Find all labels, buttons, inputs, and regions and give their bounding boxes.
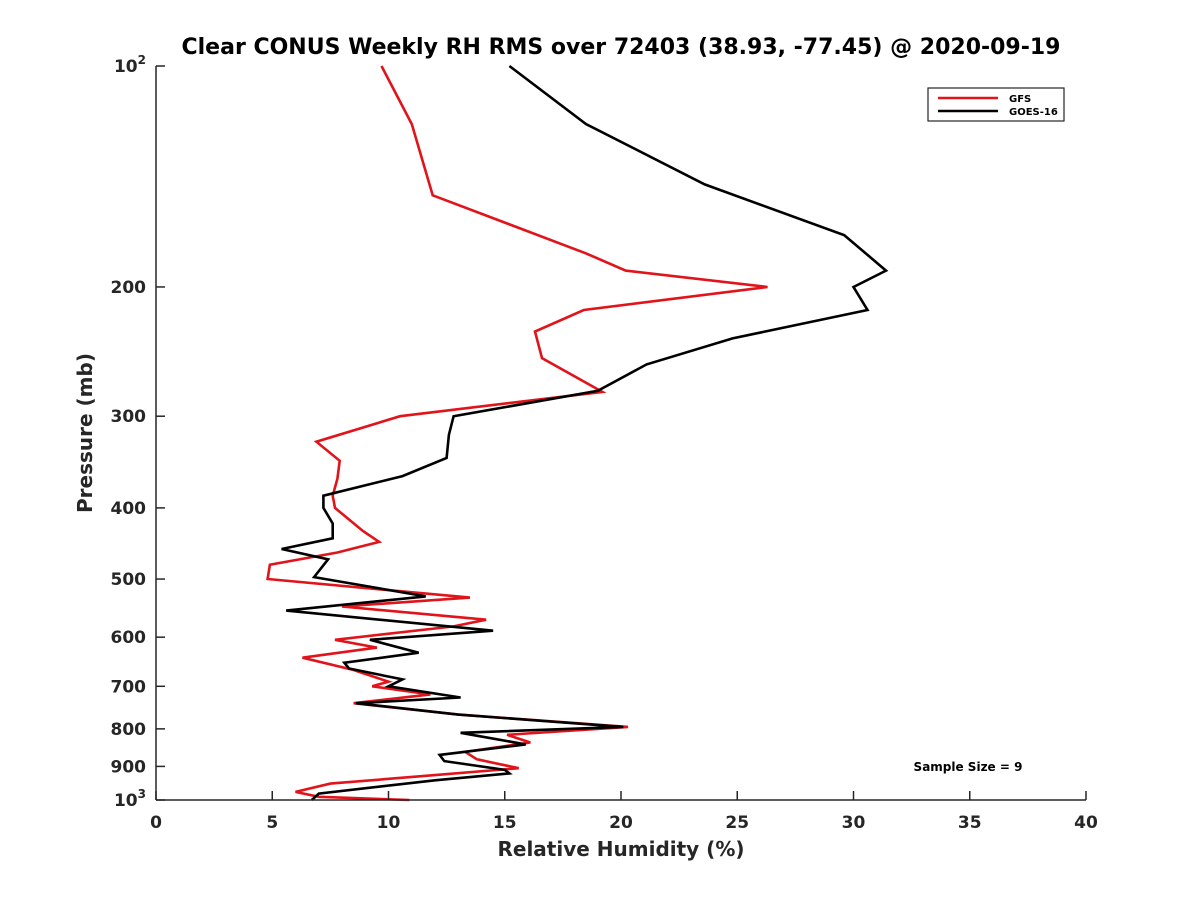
x-tick-label: 40 — [1074, 813, 1098, 833]
x-tick-label: 25 — [725, 813, 749, 833]
y-axis: 102 200 300 400 500 600 700 800 900 103 — [111, 53, 165, 811]
y-tick-label: 700 — [111, 677, 147, 697]
y-tick-label: 900 — [111, 757, 147, 777]
y-tick-label: 102 — [114, 53, 146, 77]
x-tick-label: 30 — [842, 813, 866, 833]
legend-box — [927, 87, 1065, 122]
x-tick-label: 0 — [150, 813, 162, 833]
series-line-goes-16 — [281, 64, 889, 801]
sample-size-annotation: Sample Size = 9 — [914, 760, 1023, 774]
y-tick-label: 600 — [111, 628, 147, 648]
x-tick-label: 10 — [377, 813, 401, 833]
x-tick-label: 15 — [493, 813, 517, 833]
y-tick-label: 500 — [111, 570, 147, 590]
y-tick-label: 103 — [114, 787, 146, 811]
y-tick-label: 300 — [111, 407, 147, 427]
x-tick-label: 5 — [266, 813, 278, 833]
series-layer — [266, 64, 889, 802]
legend-label: GFS — [1009, 94, 1031, 105]
legend-label: GOES-16 — [1009, 107, 1058, 118]
x-axis: 0 5 10 15 20 25 30 35 40 — [150, 791, 1098, 833]
x-axis-label: Relative Humidity (%) — [497, 837, 744, 861]
y-tick-label: 400 — [111, 499, 147, 519]
y-tick-label: 200 — [111, 278, 147, 298]
x-tick-label: 35 — [958, 813, 982, 833]
legend: GFS GOES-16 — [927, 87, 1065, 122]
y-axis-label: Pressure (mb) — [73, 353, 97, 513]
x-tick-label: 20 — [609, 813, 633, 833]
series-line-gfs — [266, 65, 768, 802]
chart-title: Clear CONUS Weekly RH RMS over 72403 (38… — [182, 35, 1061, 60]
plot-frame — [156, 66, 1086, 800]
y-tick-label: 800 — [111, 720, 147, 740]
